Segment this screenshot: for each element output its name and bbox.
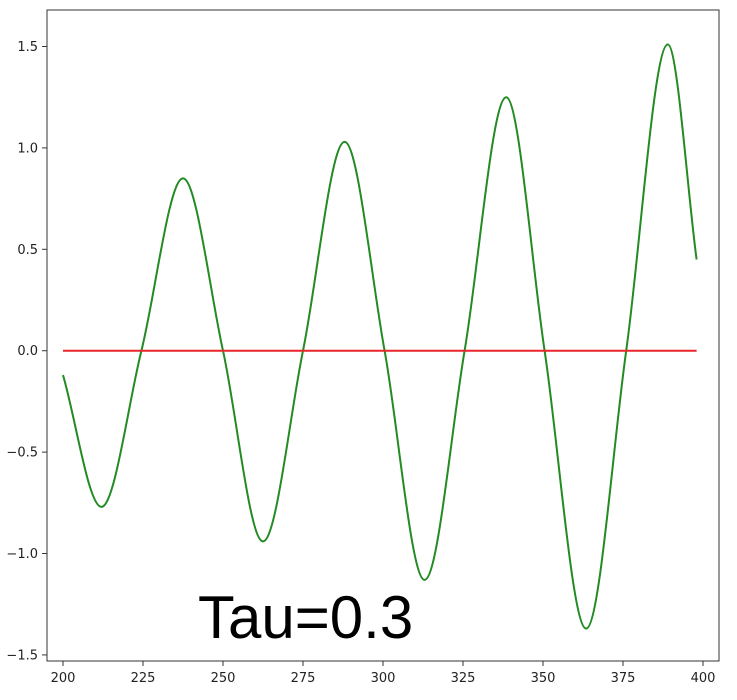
x-tick-label: 275 (291, 671, 316, 686)
x-tick-label: 300 (371, 671, 396, 686)
y-tick-label: 0.5 (17, 243, 38, 258)
y-tick-label: −1.5 (6, 648, 38, 663)
x-tick-label: 400 (691, 671, 716, 686)
y-tick-label: −0.5 (6, 446, 38, 461)
y-tick-label: 1.5 (17, 40, 38, 55)
x-tick-label: 350 (531, 671, 556, 686)
y-axis: 1.5 1.0 0.5 0.0 −0.5 −1.0 −1.5 (6, 40, 47, 663)
green-oscillation-line (62, 43, 698, 630)
tau-annotation: Tau=0.3 (198, 584, 413, 651)
x-tick-label: 200 (51, 671, 76, 686)
x-tick-label: 325 (451, 671, 476, 686)
x-tick-label: 250 (211, 671, 236, 686)
x-tick-label: 225 (131, 671, 156, 686)
y-tick-label: −1.0 (6, 547, 38, 562)
y-tick-label: 0.0 (17, 344, 38, 359)
x-tick-label: 375 (611, 671, 636, 686)
series-layer (62, 43, 698, 630)
y-tick-label: 1.0 (17, 141, 38, 156)
x-axis: 200 225 250 275 300 325 350 375 400 (51, 661, 716, 686)
